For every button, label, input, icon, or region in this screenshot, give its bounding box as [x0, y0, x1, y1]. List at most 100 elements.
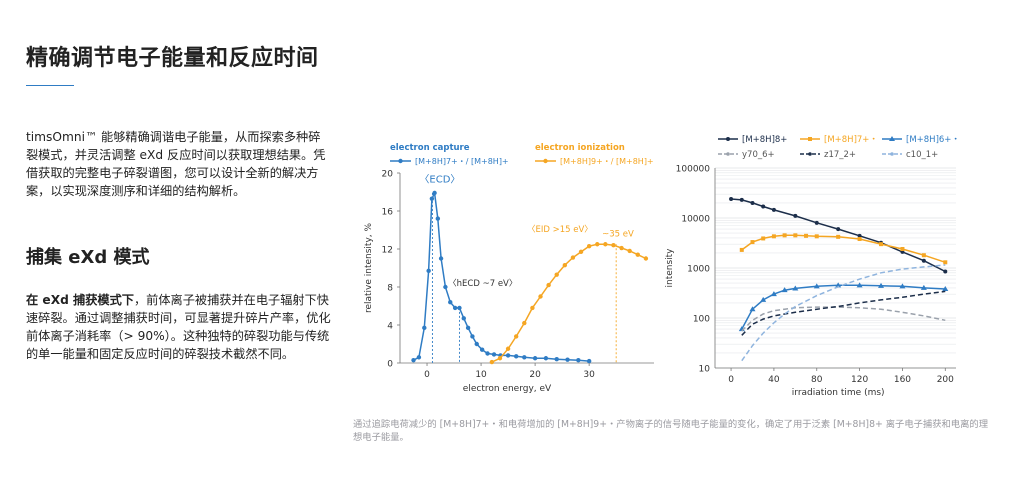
legend-marker — [890, 152, 894, 156]
data-point — [578, 249, 584, 255]
data-point — [543, 356, 549, 361]
data-point — [465, 325, 471, 331]
data-point — [814, 220, 819, 225]
legend-group-ionization: electron ionization — [535, 143, 625, 153]
data-point — [627, 248, 632, 254]
legend-marker — [889, 136, 895, 141]
data-point — [485, 351, 490, 356]
data-point — [474, 341, 479, 347]
data-point — [750, 240, 755, 245]
data-point — [643, 256, 649, 261]
data-point — [739, 247, 744, 252]
annotation-label: 〈hECD ~7 eV〉 — [448, 279, 517, 289]
data-point — [595, 242, 600, 247]
legend-label: [M+8H]6+・ — [906, 135, 960, 145]
data-point — [416, 355, 422, 360]
series-line-4 — [741, 290, 946, 336]
section-heading: 捕集 eXd 模式 — [26, 247, 150, 268]
data-point — [538, 294, 543, 299]
data-point — [611, 243, 616, 248]
x-tick-label: 200 — [937, 375, 954, 385]
data-point — [750, 200, 755, 205]
data-point — [457, 305, 462, 311]
x-tick-label: 80 — [811, 375, 823, 385]
legend-marker — [726, 137, 730, 141]
x-tick-label: 160 — [894, 375, 911, 385]
legend-label-capture: [M+8H]7+・/ [M+8H]+ — [415, 157, 509, 166]
data-point — [448, 300, 453, 305]
data-point — [554, 357, 559, 362]
y-tick-label: 4 — [387, 322, 393, 332]
data-point — [749, 306, 756, 312]
data-point — [522, 320, 527, 326]
section-paragraph: 在 eXd 捕获模式下，前体离子被捕获并在电子辐射下快速碎裂。通过调整捕获时间，… — [26, 291, 331, 363]
electron-energy-chart: 0 4 8 12 16 20 0 10 20 30 electron energy, eV relat… — [364, 143, 654, 394]
data-point — [426, 268, 431, 274]
data-point — [921, 253, 926, 258]
data-point — [489, 359, 495, 365]
data-point — [813, 283, 820, 289]
x-axis-label: irradiation time (ms) — [792, 388, 885, 398]
legend-group-capture: electron capture — [390, 143, 470, 153]
data-point — [532, 356, 538, 361]
y-tick-label: 20 — [382, 170, 394, 180]
y-tick-label: 12 — [382, 246, 393, 256]
series-line-5 — [741, 264, 946, 362]
y-tick-label: 10000 — [681, 215, 710, 225]
y-axis-label: intensity — [665, 248, 675, 288]
data-point — [497, 356, 503, 361]
irradiation-time-chart: 10 100 1000 10000 100000 0 40 80 120 160 200 irradi… — [665, 135, 960, 398]
data-point — [835, 282, 842, 288]
data-point — [771, 207, 776, 212]
section-bold-lead: 在 eXd 捕获模式下 — [26, 293, 134, 307]
data-point — [461, 316, 466, 321]
data-point — [586, 243, 592, 249]
figure-caption: 通过追踪电荷减少的 [M+8H]7+・和电荷增加的 [M+8H]9+・产物离子的… — [353, 419, 988, 443]
data-point — [513, 354, 519, 359]
data-point — [470, 334, 475, 339]
data-point — [530, 305, 535, 311]
data-point — [546, 282, 551, 288]
data-point — [804, 233, 809, 238]
data-point — [781, 287, 788, 293]
y-axis-label: relative intensity, % — [364, 223, 374, 314]
data-point — [793, 233, 798, 238]
data-point — [943, 260, 948, 265]
legend-marker-ionization — [543, 158, 548, 164]
intro-paragraph: timsOmni™ 能够精确调谐电子能量，从而探索多种碎裂模式，并灵活调整 eX… — [26, 130, 326, 198]
data-point — [505, 346, 511, 351]
data-point — [857, 237, 862, 242]
series-line-3 — [741, 306, 946, 332]
data-point — [879, 242, 884, 247]
data-point — [635, 252, 640, 257]
data-point — [435, 216, 441, 221]
x-tick-label: 0 — [424, 370, 430, 380]
title-underline — [26, 85, 74, 86]
x-tick-label: 20 — [529, 370, 541, 380]
legend-label: y70_6+ — [742, 150, 775, 160]
data-point — [479, 347, 485, 352]
legend-marker — [726, 152, 730, 156]
y-tick-label: 100000 — [676, 165, 711, 175]
annotation-label: ~35 eV — [602, 230, 634, 240]
data-point — [432, 190, 437, 196]
data-point — [793, 213, 798, 218]
data-point — [565, 357, 570, 362]
x-tick-label: 40 — [768, 375, 780, 385]
data-point — [771, 234, 776, 239]
annotation-label: 〈EID >15 eV〉 — [527, 225, 593, 235]
y-tick-label: 10 — [699, 365, 711, 375]
data-point — [814, 234, 819, 239]
data-point — [761, 204, 766, 209]
data-point — [443, 284, 448, 290]
legend-label: [M+8H]8+ — [742, 135, 787, 145]
data-point — [900, 246, 905, 251]
legend-label: z17_2+ — [824, 150, 856, 160]
data-point — [942, 286, 949, 292]
data-point — [603, 242, 608, 247]
data-point — [782, 233, 787, 238]
data-point — [554, 272, 559, 277]
data-point — [792, 285, 799, 291]
data-point — [513, 334, 519, 339]
annotation-label: 〈ECD〉 — [419, 174, 460, 186]
